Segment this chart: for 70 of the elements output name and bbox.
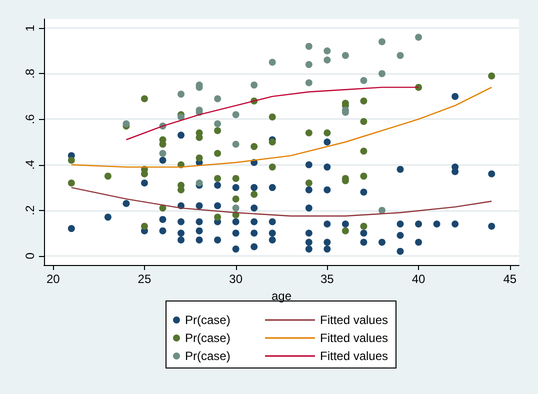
- legend-label: Pr(case): [185, 331, 230, 345]
- point: [268, 113, 276, 120]
- point: [250, 190, 258, 198]
- legend-label: Fitted values: [320, 313, 388, 327]
- point: [68, 180, 75, 186]
- point: [378, 70, 386, 78]
- point: [488, 72, 496, 80]
- x-tick-label: 40: [412, 272, 426, 286]
- legend-label: Fitted values: [320, 349, 388, 363]
- point: [324, 56, 331, 64]
- x-tick-label: 30: [229, 272, 243, 286]
- point: [232, 174, 240, 182]
- point: [196, 154, 203, 162]
- point: [360, 118, 368, 125]
- point: [324, 47, 331, 54]
- point: [378, 38, 386, 46]
- point: [232, 111, 240, 118]
- point: [122, 120, 130, 128]
- x-tick-label: 35: [320, 272, 334, 286]
- point: [268, 138, 276, 146]
- y-tick-label: 0: [23, 252, 37, 260]
- point: [250, 82, 258, 89]
- point: [214, 150, 222, 157]
- point: [360, 148, 368, 155]
- y-tick-label: .8: [23, 68, 37, 79]
- point: [159, 150, 166, 157]
- point: [342, 227, 349, 234]
- point: [214, 95, 222, 102]
- point: [360, 77, 368, 84]
- point: [305, 79, 312, 86]
- x-axis-title: age: [271, 288, 292, 303]
- y-tick-label: .2: [23, 205, 37, 216]
- legend-label: Pr(case): [185, 313, 230, 327]
- point: [415, 34, 422, 41]
- point: [324, 129, 331, 136]
- point: [268, 58, 276, 66]
- point: [104, 172, 112, 180]
- point: [214, 214, 222, 221]
- point: [305, 129, 312, 136]
- point: [140, 222, 148, 230]
- line-series: [70, 186, 492, 217]
- point: [360, 98, 368, 104]
- point: [232, 140, 240, 148]
- point: [178, 90, 185, 98]
- point: [305, 180, 312, 186]
- y-tick-label: .6: [23, 114, 37, 124]
- point: [250, 143, 258, 150]
- x-tick-label: 20: [46, 272, 60, 286]
- point: [214, 174, 222, 182]
- point: [232, 195, 240, 202]
- point: [360, 172, 368, 180]
- point: [396, 52, 404, 59]
- point: [378, 206, 386, 214]
- legend-label: Pr(case): [185, 349, 230, 363]
- point: [214, 120, 222, 128]
- x-tick-label: 25: [138, 272, 152, 286]
- point: [268, 164, 276, 171]
- point: [196, 180, 203, 186]
- legend-label: Fitted values: [320, 331, 388, 345]
- x-tick-label: 45: [503, 272, 517, 286]
- point: [140, 95, 148, 102]
- point: [305, 61, 312, 68]
- point: [342, 52, 349, 59]
- y-tick-label: 1: [23, 24, 37, 32]
- point: [305, 42, 312, 50]
- point: [232, 204, 240, 212]
- point: [360, 222, 368, 230]
- point: [214, 127, 222, 134]
- y-tick-label: .4: [23, 159, 37, 170]
- point: [68, 156, 75, 164]
